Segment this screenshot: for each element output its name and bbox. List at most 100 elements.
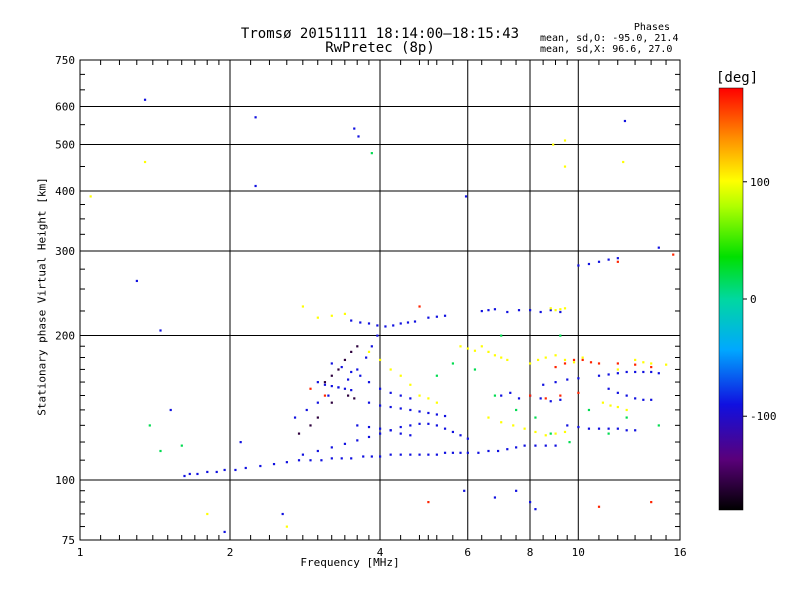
colorbar-tick-label: 100 bbox=[750, 176, 770, 189]
data-point bbox=[244, 466, 247, 470]
data-point bbox=[159, 449, 162, 453]
data-point bbox=[399, 425, 402, 429]
data-point bbox=[309, 424, 312, 427]
data-point bbox=[506, 310, 509, 314]
data-point bbox=[589, 361, 593, 364]
data-point bbox=[350, 457, 353, 460]
data-point bbox=[443, 451, 447, 454]
data-point bbox=[379, 358, 382, 362]
x-tick-label: 10 bbox=[572, 546, 585, 559]
data-point bbox=[451, 430, 455, 434]
data-point bbox=[223, 468, 226, 472]
data-point bbox=[418, 305, 421, 308]
data-point bbox=[320, 459, 323, 462]
data-point bbox=[367, 425, 371, 429]
data-point bbox=[577, 425, 580, 429]
data-point bbox=[389, 453, 392, 456]
data-point bbox=[367, 435, 371, 439]
data-point bbox=[542, 383, 545, 386]
data-point bbox=[616, 368, 619, 371]
data-point bbox=[409, 424, 412, 427]
data-point bbox=[587, 262, 591, 266]
data-point bbox=[616, 257, 619, 260]
data-point bbox=[616, 405, 619, 409]
data-point bbox=[487, 416, 490, 419]
data-point bbox=[554, 444, 557, 447]
data-point bbox=[577, 264, 580, 267]
data-point bbox=[493, 496, 497, 499]
data-point bbox=[554, 365, 557, 369]
data-point bbox=[577, 391, 580, 394]
data-point bbox=[500, 421, 503, 424]
data-point bbox=[309, 387, 312, 390]
data-point bbox=[370, 455, 373, 458]
data-point bbox=[343, 312, 347, 315]
data-point bbox=[379, 387, 382, 390]
data-point bbox=[549, 400, 552, 403]
data-point bbox=[359, 374, 362, 377]
data-point bbox=[148, 424, 151, 427]
phases-o-stats: mean, sd,O: -95.0, 21.4 bbox=[540, 33, 679, 44]
data-point bbox=[650, 398, 653, 401]
data-point bbox=[384, 325, 387, 328]
y-tick-label: 500 bbox=[55, 139, 75, 152]
data-point bbox=[357, 135, 360, 138]
data-point bbox=[427, 316, 430, 319]
data-point bbox=[493, 394, 497, 397]
data-point bbox=[367, 381, 371, 384]
data-point bbox=[563, 307, 567, 310]
data-point bbox=[549, 307, 552, 310]
data-point bbox=[650, 500, 653, 504]
data-point bbox=[616, 427, 619, 430]
data-point bbox=[316, 449, 319, 453]
data-point bbox=[581, 358, 584, 362]
data-point bbox=[517, 309, 521, 312]
data-point bbox=[215, 470, 218, 474]
data-point bbox=[587, 408, 591, 412]
data-point bbox=[254, 184, 257, 188]
data-point bbox=[399, 322, 402, 325]
data-point bbox=[473, 368, 477, 371]
data-point bbox=[316, 316, 319, 319]
data-point bbox=[353, 397, 356, 400]
data-point bbox=[301, 453, 305, 456]
data-point bbox=[367, 350, 371, 353]
data-point bbox=[515, 446, 518, 449]
x-tick-label: 2 bbox=[227, 546, 234, 559]
data-point bbox=[285, 461, 288, 464]
data-point bbox=[601, 401, 605, 404]
data-point bbox=[549, 309, 552, 312]
data-point bbox=[607, 427, 610, 430]
data-point bbox=[365, 356, 368, 359]
data-point bbox=[340, 365, 343, 369]
data-point bbox=[418, 410, 421, 413]
data-point bbox=[529, 309, 532, 312]
plot-frame bbox=[79, 59, 681, 541]
data-point bbox=[509, 391, 512, 394]
data-point bbox=[634, 363, 637, 366]
data-point bbox=[206, 512, 209, 516]
data-point bbox=[625, 394, 628, 397]
chart-title: Tromsø 20151111 18:14:00–18:15:43 bbox=[240, 26, 520, 42]
data-point bbox=[609, 404, 612, 407]
data-point bbox=[362, 455, 365, 458]
data-point bbox=[443, 414, 447, 418]
data-point bbox=[559, 310, 562, 314]
data-point bbox=[634, 429, 637, 432]
data-point bbox=[493, 354, 497, 357]
data-point bbox=[534, 430, 537, 434]
data-point bbox=[409, 408, 412, 412]
data-point bbox=[642, 361, 645, 364]
data-point bbox=[625, 370, 628, 374]
data-point bbox=[487, 449, 490, 453]
data-point bbox=[563, 362, 567, 365]
data-point bbox=[517, 397, 521, 400]
data-point bbox=[451, 451, 455, 454]
data-point bbox=[563, 358, 567, 362]
data-point bbox=[559, 334, 562, 337]
phases-x-stats: mean, sd,X: 96.6, 27.0 bbox=[540, 44, 673, 55]
data-point bbox=[254, 116, 257, 119]
data-point bbox=[625, 416, 628, 419]
data-point bbox=[515, 489, 518, 492]
